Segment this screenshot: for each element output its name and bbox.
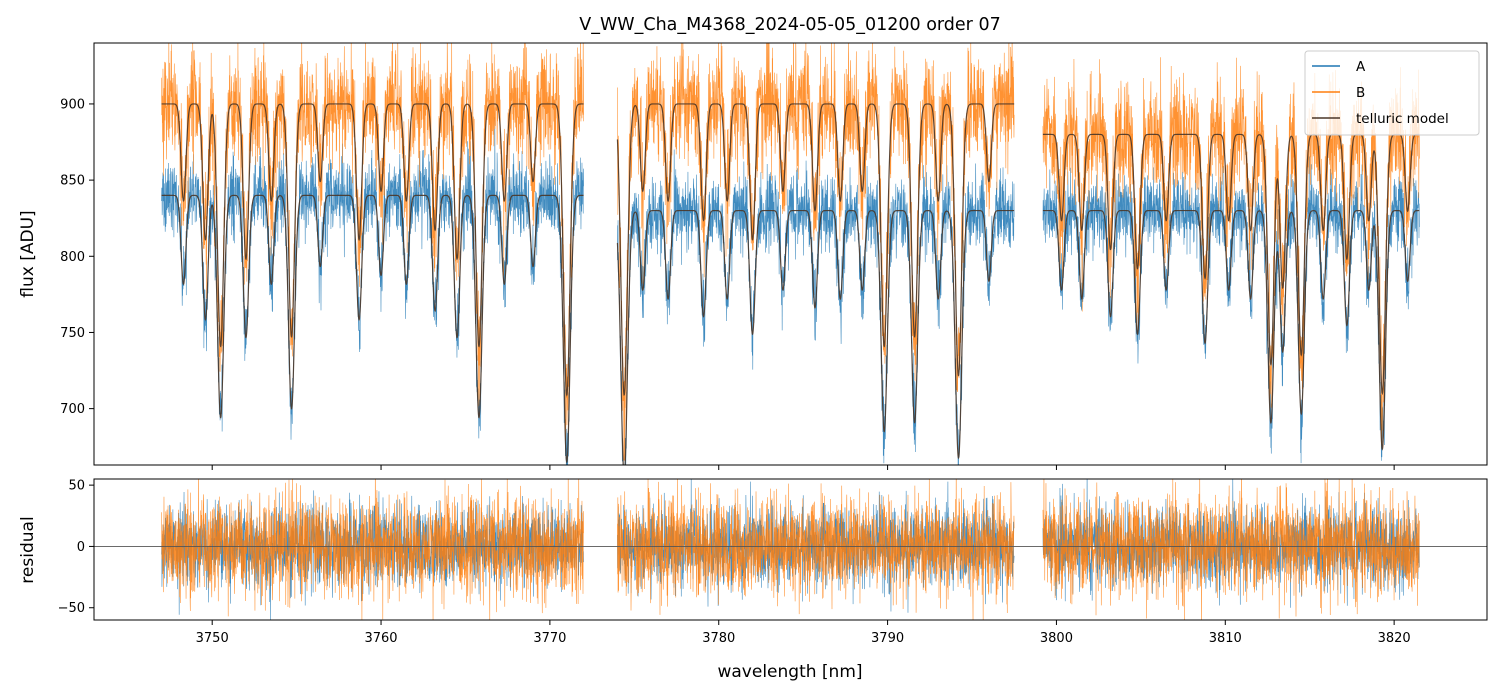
residual-b-line: [617, 479, 1015, 620]
x-tick-label: 3810: [1209, 631, 1242, 646]
top-y-axis-label: flux [ADU]: [18, 210, 38, 297]
residual-b-line: [161, 479, 584, 620]
legend-label-telluric: telluric model: [1356, 111, 1449, 127]
bottom-y-tick-label: 0: [77, 540, 85, 555]
x-tick-label: 3820: [1378, 631, 1411, 646]
legend-label-a: A: [1356, 59, 1366, 75]
top-y-tick-label: 700: [60, 402, 85, 417]
x-tick-label: 3750: [196, 631, 229, 646]
bottom-panel: −50 0 50 3750 3760 3770 3780 3790 3800 3810 3820 r…: [18, 479, 1487, 682]
telluric-model-line-b: [161, 103, 584, 397]
top-y-tick-label: 900: [60, 97, 85, 112]
series-b-line: [617, 43, 1015, 461]
x-tick-label: 3790: [871, 631, 904, 646]
residual-b-line: [1042, 479, 1420, 620]
series-a-line: [161, 117, 584, 465]
x-tick-label: 3800: [1040, 631, 1073, 646]
telluric-model-line-a: [161, 194, 584, 464]
chart-title: V_WW_Cha_M4368_2024-05-05_01200 order 07: [579, 15, 1000, 35]
top-y-tick-label: 750: [60, 326, 85, 341]
x-tick-label: 3780: [702, 631, 735, 646]
top-y-tick-label: 850: [60, 174, 85, 189]
legend-label-b: B: [1356, 85, 1365, 101]
bottom-y-tick-label: −50: [58, 601, 85, 616]
legend-box: [1304, 50, 1480, 136]
telluric-model-line-b: [616, 103, 1015, 397]
legend: A B telluric model: [1304, 50, 1480, 136]
bottom-y-tick-label: 50: [68, 479, 85, 494]
series-b-line: [161, 43, 584, 442]
top-panel: 700 750 800 850 900 V_WW_Cha_M4368_2024-05-0…: [18, 15, 1420, 470]
bottom-axes-frame: [93, 478, 1488, 621]
top-axes-frame: [93, 42, 1488, 466]
x-tick-label: 3760: [364, 631, 397, 646]
x-axis-label: wavelength [nm]: [717, 662, 862, 682]
x-tick-label: 3770: [533, 631, 566, 646]
telluric-model-line-a: [1042, 209, 1420, 451]
bottom-y-axis-label: residual: [18, 516, 38, 583]
top-y-tick-label: 800: [60, 250, 85, 265]
telluric-model-line-a: [616, 209, 1015, 465]
